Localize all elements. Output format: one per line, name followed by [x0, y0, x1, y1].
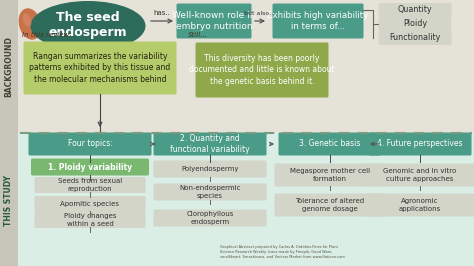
FancyBboxPatch shape [365, 164, 474, 186]
Text: This diversity has been poorly
documented and little is known about
the genetic : This diversity has been poorly documente… [189, 55, 335, 86]
FancyBboxPatch shape [176, 3, 252, 39]
Text: Four topics:: Four topics: [68, 139, 112, 148]
Text: Agronomic
applications: Agronomic applications [399, 198, 441, 212]
Text: Well-known role in
embryо nutrition: Well-known role in embryо nutrition [172, 11, 256, 31]
FancyBboxPatch shape [274, 193, 385, 217]
FancyBboxPatch shape [18, 133, 474, 266]
FancyBboxPatch shape [35, 212, 146, 228]
Text: Seeds from sexual
reproduction: Seeds from sexual reproduction [58, 178, 122, 192]
FancyBboxPatch shape [195, 43, 328, 98]
Text: Genomic and in vitro
culture approaches: Genomic and in vitro culture approaches [383, 168, 456, 182]
Text: In this review:: In this review: [22, 32, 72, 38]
FancyBboxPatch shape [279, 132, 382, 156]
FancyBboxPatch shape [154, 160, 266, 177]
Text: Ploidy changes
within a seed: Ploidy changes within a seed [64, 213, 116, 227]
FancyBboxPatch shape [368, 132, 472, 156]
FancyBboxPatch shape [379, 3, 452, 17]
Text: Ploidy: Ploidy [403, 19, 427, 28]
FancyBboxPatch shape [24, 41, 176, 94]
Text: 2. Quantity and
functional variability: 2. Quantity and functional variability [170, 134, 250, 154]
FancyBboxPatch shape [154, 184, 266, 201]
Ellipse shape [30, 1, 146, 51]
Text: Exhibits high variability
in terms of...: Exhibits high variability in terms of... [267, 11, 369, 31]
Text: Functionality: Functionality [389, 34, 441, 43]
Text: Rangan summarizes the variability
patterns exhibited by this tissue and
the mole: Rangan summarizes the variability patter… [29, 52, 171, 84]
FancyBboxPatch shape [154, 210, 266, 227]
FancyBboxPatch shape [28, 132, 152, 156]
FancyBboxPatch shape [35, 196, 146, 212]
Text: Megaspore mother cell
formation: Megaspore mother cell formation [290, 168, 370, 182]
FancyBboxPatch shape [379, 17, 452, 31]
Text: Polyendospermy: Polyendospermy [181, 166, 239, 172]
Text: Non-endospermic
species: Non-endospermic species [179, 185, 241, 199]
Ellipse shape [18, 8, 41, 40]
Text: Clorophyllous
endosperm: Clorophyllous endosperm [186, 211, 234, 225]
Text: 1. Ploidy variability: 1. Ploidy variability [48, 163, 132, 172]
FancyBboxPatch shape [18, 0, 474, 133]
FancyBboxPatch shape [365, 193, 474, 217]
FancyBboxPatch shape [35, 177, 146, 193]
Text: Graphical Abstract prepared by Carlos A. Ordóñez-Parra for Plant
Science Researc: Graphical Abstract prepared by Carlos A.… [220, 245, 345, 259]
Text: Still...: Still... [188, 32, 208, 38]
Text: THIS STUDY: THIS STUDY [4, 174, 13, 226]
Text: The seed
endosperm: The seed endosperm [49, 11, 128, 39]
Text: has..: has.. [154, 10, 171, 16]
FancyBboxPatch shape [274, 164, 385, 186]
FancyBboxPatch shape [273, 3, 364, 39]
Text: but also...: but also... [245, 11, 275, 16]
Text: Tolerance of altered
genome dosage: Tolerance of altered genome dosage [295, 198, 365, 212]
FancyBboxPatch shape [154, 132, 266, 156]
Text: Apomitic species: Apomitic species [61, 201, 119, 207]
FancyBboxPatch shape [0, 0, 18, 266]
Text: Quantity: Quantity [398, 6, 432, 15]
Text: BACKGROUND: BACKGROUND [4, 36, 13, 97]
Ellipse shape [23, 13, 31, 27]
Text: 4. Future perspectives: 4. Future perspectives [377, 139, 463, 148]
Text: 3. Genetic basis: 3. Genetic basis [299, 139, 361, 148]
FancyBboxPatch shape [31, 159, 149, 176]
FancyBboxPatch shape [379, 31, 452, 45]
